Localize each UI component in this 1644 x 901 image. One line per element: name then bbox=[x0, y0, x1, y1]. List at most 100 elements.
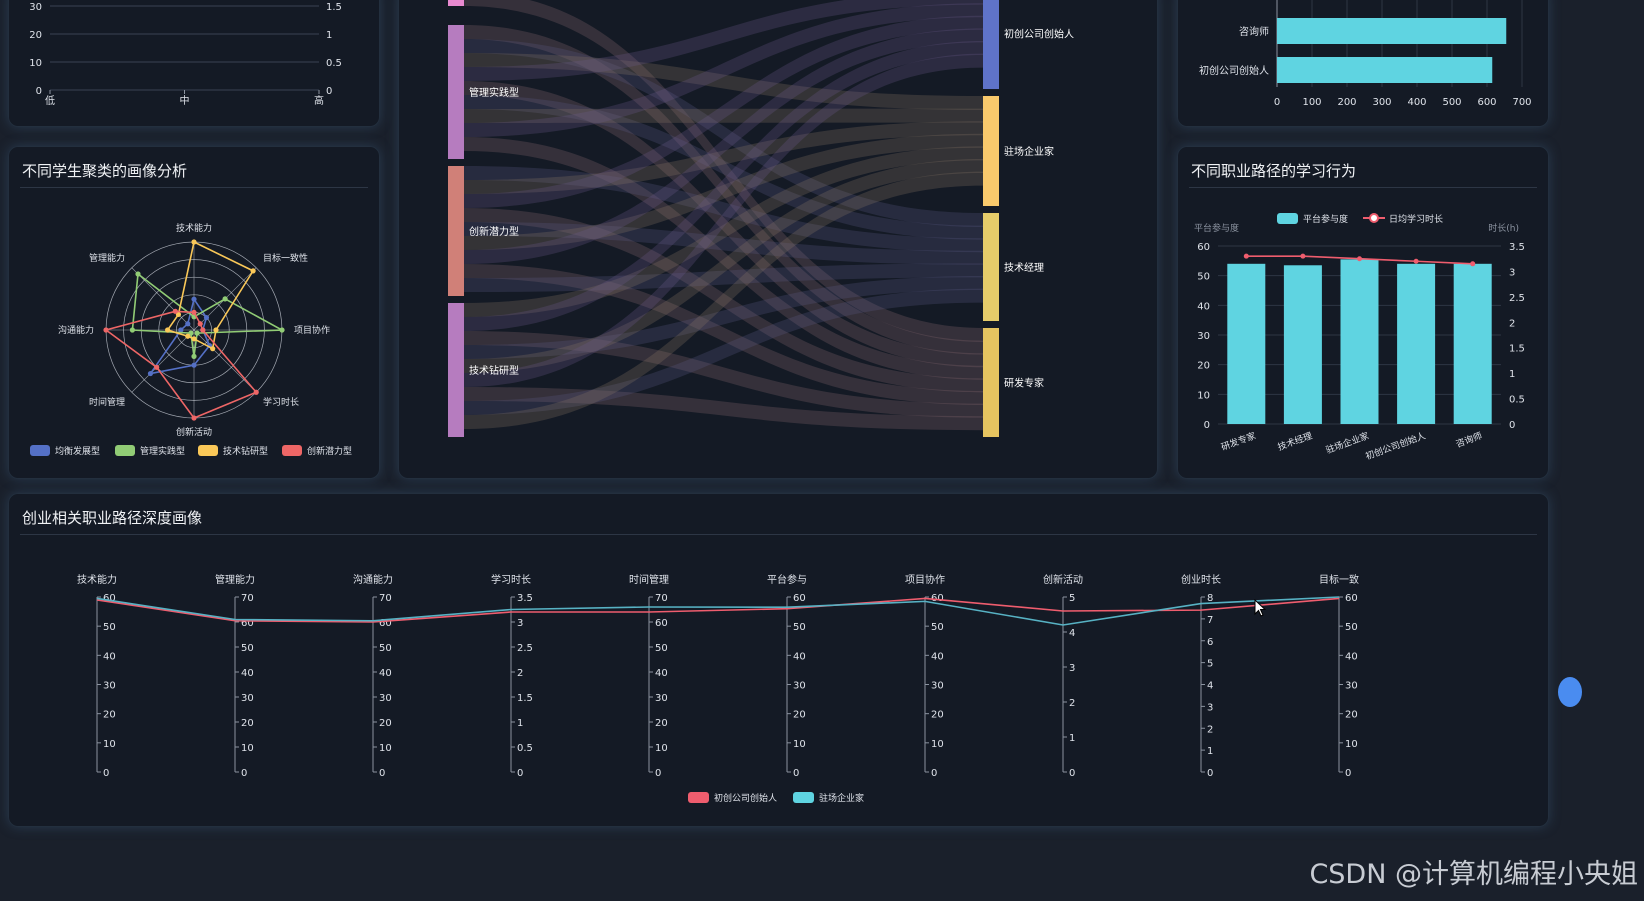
y2-tick-label: 0.5 bbox=[326, 58, 342, 69]
axis-tick-label: 20 bbox=[241, 718, 254, 729]
sankey-link bbox=[464, 331, 983, 418]
axis-tick-label: 40 bbox=[103, 651, 116, 662]
axis-tick-label: 50 bbox=[931, 622, 944, 633]
axis-tick-label: 0 bbox=[241, 768, 247, 779]
axis-tick-label: 3 bbox=[1207, 702, 1213, 713]
sankey-source-label: 管理实践型 bbox=[469, 86, 519, 99]
axis-tick-label: 40 bbox=[793, 651, 806, 662]
y2-tick-label: 0 bbox=[1509, 420, 1515, 431]
legend-swatch bbox=[30, 445, 50, 456]
bar bbox=[1340, 259, 1379, 424]
sankey-target-node bbox=[983, 96, 999, 206]
axis-name: 沟通能力 bbox=[353, 573, 393, 586]
radar-point bbox=[250, 268, 256, 274]
radar-indicator-label: 技术能力 bbox=[176, 222, 212, 234]
axis-tick-label: 1 bbox=[1207, 746, 1213, 757]
x-tick-label: 技术经理 bbox=[1276, 430, 1314, 454]
y2-axis-title: 时长(h) bbox=[1488, 222, 1519, 234]
sankey-link bbox=[464, 159, 983, 373]
legend-marker bbox=[1369, 213, 1379, 223]
line-point bbox=[1357, 256, 1362, 262]
legend-swatch bbox=[282, 445, 302, 456]
radar-indicator-label: 管理能力 bbox=[89, 252, 125, 264]
radar-point bbox=[172, 308, 178, 314]
axis-tick-label: 3 bbox=[1069, 663, 1075, 674]
x-tick-label: 600 bbox=[1477, 97, 1496, 108]
legend-label: 驻场企业家 bbox=[819, 792, 864, 804]
y2-tick-label: 1 bbox=[326, 30, 332, 41]
sankey-link bbox=[464, 39, 983, 227]
x-tick-label: 400 bbox=[1407, 97, 1426, 108]
bar bbox=[1453, 263, 1492, 424]
axis-name: 目标一致 bbox=[1319, 573, 1359, 586]
axis-tick-label: 60 bbox=[379, 618, 392, 629]
axis-tick-label: 2 bbox=[1069, 698, 1075, 709]
axis-tick-label: 5 bbox=[1207, 659, 1213, 670]
axis-tick-label: 0 bbox=[517, 768, 523, 779]
y-tick-label: 10 bbox=[29, 58, 42, 69]
axis-tick-label: 50 bbox=[379, 643, 392, 654]
axis-tick-label: 1 bbox=[1069, 733, 1075, 744]
sankey-link bbox=[464, 263, 983, 292]
axis-tick-label: 40 bbox=[241, 668, 254, 679]
parallel-series-2 bbox=[96, 596, 1340, 626]
x-tick-label: 研发专家 bbox=[1219, 430, 1257, 454]
sankey-source-node bbox=[448, 25, 464, 159]
line-point bbox=[1470, 261, 1476, 267]
x-tick-label: 700 bbox=[1512, 97, 1531, 108]
line-point bbox=[1243, 253, 1249, 259]
sankey-target-label: 技术经理 bbox=[1004, 261, 1044, 274]
parallel-title: 创业相关职业路径深度画像 bbox=[22, 509, 203, 527]
axis-tick-label: 20 bbox=[103, 710, 116, 721]
legend-swatch bbox=[793, 792, 814, 803]
y-tick-label: 50 bbox=[1197, 272, 1210, 283]
axis-tick-label: 20 bbox=[379, 718, 392, 729]
axis-tick-label: 50 bbox=[655, 643, 668, 654]
axis-tick-label: 0 bbox=[379, 768, 385, 779]
radar-point bbox=[191, 362, 197, 368]
sankey-target-label: 研发专家 bbox=[1004, 377, 1044, 390]
sankey-link bbox=[464, 28, 983, 265]
y-tick-label: 初创公司创始人 bbox=[1199, 64, 1269, 77]
radar-point bbox=[203, 314, 210, 321]
axis-tick-label: 10 bbox=[241, 743, 254, 754]
sankey-panel: 管理实践型 创新潜力型 技术钻研型 初创公司创始人 驻场企业家 技术经理 研发专家 bbox=[398, 0, 1158, 479]
axis-tick-label: 30 bbox=[379, 693, 392, 704]
x-tick-label: 咨询师 bbox=[1454, 430, 1483, 451]
line-point bbox=[1300, 253, 1306, 259]
side-handle[interactable] bbox=[1558, 677, 1582, 707]
axis-tick-label: 2 bbox=[1207, 724, 1213, 735]
radar-point bbox=[279, 327, 285, 333]
legend-label: 初创公司创始人 bbox=[714, 792, 777, 804]
legend-swatch bbox=[688, 792, 709, 803]
axis-tick-label: 10 bbox=[793, 739, 806, 750]
axis-name: 学习时长 bbox=[491, 573, 531, 586]
axis-name: 创新活动 bbox=[1043, 573, 1083, 586]
legend-label: 管理实践型 bbox=[140, 445, 185, 457]
axis-tick-label: 10 bbox=[931, 739, 944, 750]
x-tick-label: 100 bbox=[1302, 97, 1321, 108]
axis-tick-label: 0 bbox=[931, 768, 937, 779]
radar-spoke bbox=[131, 329, 195, 393]
radar-point bbox=[253, 389, 259, 395]
radar-point bbox=[185, 333, 191, 339]
title-divider bbox=[1189, 187, 1537, 188]
axis-tick-label: 1 bbox=[517, 718, 523, 729]
y2-tick-label: 1.5 bbox=[1509, 344, 1525, 355]
radar-title: 不同学生聚类的画像分析 bbox=[22, 162, 188, 180]
title-divider bbox=[20, 187, 368, 188]
x-tick-label: 500 bbox=[1442, 97, 1461, 108]
y2-tick-label: 3 bbox=[1509, 267, 1515, 278]
y-tick-label: 60 bbox=[1197, 242, 1210, 253]
sankey-link bbox=[464, 3, 983, 138]
sankey-source-node bbox=[448, 0, 464, 6]
radar-point bbox=[178, 327, 184, 333]
sankey-link bbox=[464, 222, 983, 265]
axis-tick-label: 30 bbox=[931, 681, 944, 692]
y2-tick-label: 2 bbox=[1509, 318, 1515, 329]
axis-tick-label: 3 bbox=[517, 618, 523, 629]
y-tick-label: 30 bbox=[29, 2, 42, 13]
radar-point bbox=[191, 296, 197, 302]
